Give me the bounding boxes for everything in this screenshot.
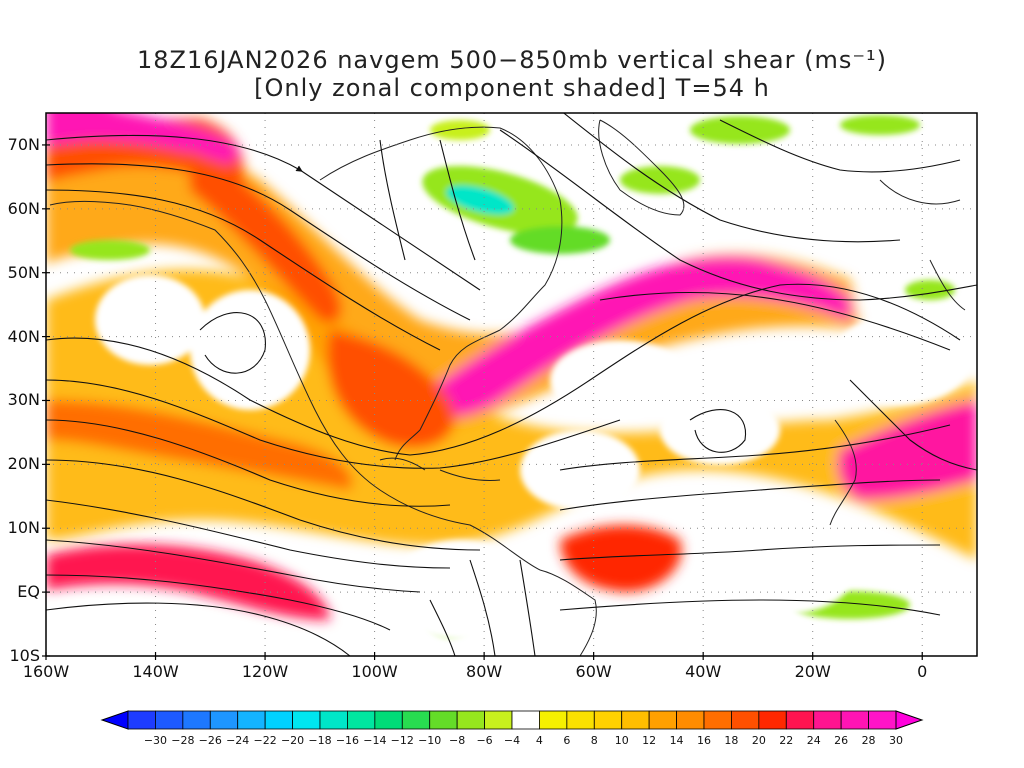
colorbar-swatch	[237, 710, 266, 730]
colorbar-swatch	[676, 710, 705, 730]
colorbar-label: 28	[861, 734, 876, 747]
x-tick-label: 100W	[351, 662, 398, 681]
colorbar-swatch	[566, 710, 595, 730]
colorbar-swatch	[209, 710, 239, 730]
colorbar-over-arrow	[895, 710, 924, 730]
colorbar-label: 14	[669, 734, 684, 747]
colorbar-label: −8	[449, 734, 466, 747]
colorbar-swatch	[813, 710, 842, 730]
colorbar-label: −28	[171, 734, 195, 747]
colorbar-label: −12	[390, 734, 414, 747]
colorbar-label: 10	[614, 734, 629, 747]
colorbar-label: −20	[280, 734, 305, 747]
colorbar-swatch	[758, 710, 787, 730]
colorbar-swatch	[347, 710, 376, 730]
y-tick-label: 50N	[7, 262, 40, 282]
y-tick-label: 70N	[7, 134, 40, 154]
colorbar-swatch	[182, 710, 211, 730]
colorbar-label: −24	[226, 734, 250, 747]
colorbar-label: 26	[834, 734, 849, 747]
x-tick-label: 80W	[466, 662, 503, 681]
colorbar-swatch	[731, 710, 760, 730]
colorbar-swatch	[703, 710, 732, 730]
plot-area	[46, 113, 977, 656]
streamlines	[46, 113, 977, 656]
x-tick-label: 40W	[685, 662, 722, 681]
colorbar-label: 24	[806, 734, 821, 747]
colorbar-label: −6	[476, 734, 493, 747]
colorbar-label: −22	[253, 734, 277, 747]
chart-title: 18Z16JAN2026 navgem 500−850mb vertical s…	[136, 46, 888, 74]
negative-shear-patches	[70, 115, 955, 637]
y-tick-label: 60N	[7, 198, 40, 218]
colorbar-swatch	[456, 710, 485, 730]
colorbar-swatch	[127, 710, 156, 730]
colorbar-swatch	[401, 710, 431, 730]
colorbar-label: −16	[335, 734, 360, 747]
colorbar-label: −26	[198, 734, 222, 747]
map-frame	[45, 112, 978, 657]
colorbar-label: 30	[889, 734, 903, 747]
x-tick-label: 140W	[132, 662, 179, 681]
y-tick-label: 20N	[7, 454, 40, 474]
colorbar-swatch	[785, 710, 815, 730]
colorbar-label: −14	[363, 734, 387, 747]
colorbar-label: −18	[308, 734, 332, 747]
axis-ticks	[42, 144, 923, 660]
colorbar-swatch	[374, 710, 403, 730]
colorbar-label: 16	[697, 734, 711, 747]
x-tick-label: 60W	[575, 662, 612, 681]
colorbar-label: −4	[503, 734, 521, 747]
y-tick-label: EQ	[17, 582, 40, 602]
colorbar-swatch	[155, 710, 184, 730]
colorbar-label: 12	[642, 734, 657, 747]
colorbar-swatch	[539, 710, 568, 730]
colorbar-label: 18	[724, 734, 739, 747]
y-tick-label: 40N	[7, 326, 40, 346]
x-tick-label: 0	[917, 662, 928, 681]
colorbar-swatch	[621, 710, 650, 730]
weak-shear-gaps	[95, 120, 970, 655]
x-tick-label: 160W	[22, 662, 70, 681]
y-tick-label: 10S	[9, 646, 40, 665]
x-tick-label: 20W	[794, 662, 831, 681]
colorbar-label: −10	[418, 734, 442, 747]
colorbar-label: 20	[751, 734, 766, 747]
colorbar-swatch	[264, 710, 293, 730]
colorbar-swatch	[292, 710, 321, 730]
colorbar-under-arrow	[100, 710, 129, 730]
y-tick-label: 30N	[7, 390, 40, 410]
y-tick-label: 10N	[7, 518, 40, 538]
colorbar-label: 6	[563, 734, 571, 747]
colorbar-label: −30	[143, 734, 168, 747]
colorbar-label: 8	[590, 734, 598, 747]
colorbar-swatch	[319, 710, 348, 730]
x-tick-label: 120W	[241, 662, 289, 681]
colorbar-swatch	[429, 710, 458, 730]
colorbar-swatch	[593, 710, 623, 730]
colorbar	[100, 710, 924, 730]
colorbar-label: 22	[779, 734, 794, 747]
chart-subtitle: [Only zonal component shaded] T=54 h	[254, 74, 770, 102]
colorbar-label: 4	[535, 734, 543, 747]
colorbar-swatch	[868, 710, 897, 730]
colorbar-swatch	[840, 710, 869, 730]
colorbar-swatch	[648, 710, 677, 730]
colorbar-swatch	[484, 710, 513, 730]
colorbar-swatch	[511, 710, 540, 730]
